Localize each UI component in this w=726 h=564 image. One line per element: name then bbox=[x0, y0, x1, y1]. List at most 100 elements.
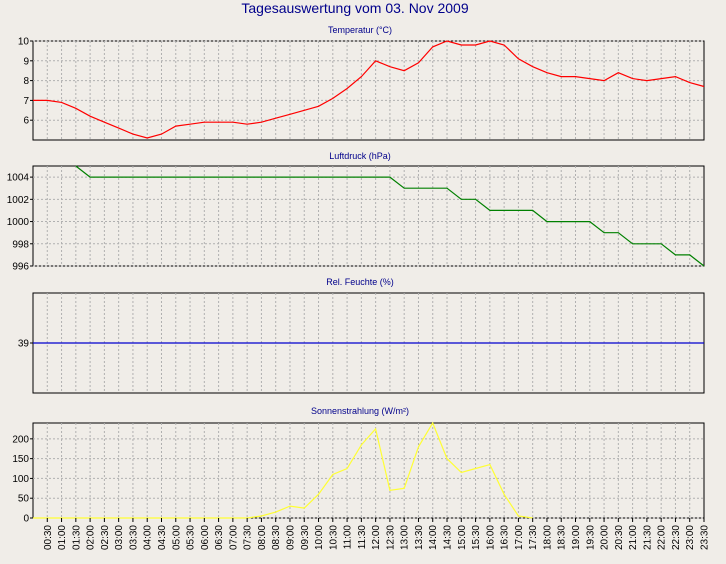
plot-frame bbox=[32, 165, 705, 267]
x-tick-label: 06:30 bbox=[214, 525, 225, 550]
data-point bbox=[417, 187, 419, 189]
data-point bbox=[132, 176, 134, 178]
data-point bbox=[417, 446, 419, 448]
data-point bbox=[117, 127, 119, 129]
x-tick-label: 03:00 bbox=[114, 525, 125, 550]
data-point bbox=[332, 97, 334, 99]
data-point bbox=[317, 105, 319, 107]
chart-panel-1: Temperatur (°C) 6 7 8 9 10 bbox=[18, 25, 705, 141]
x-tick-label: 08:00 bbox=[257, 525, 268, 550]
data-point bbox=[260, 515, 262, 517]
data-point bbox=[75, 107, 77, 109]
x-tick-label: 09:30 bbox=[300, 525, 311, 550]
data-point bbox=[260, 121, 262, 123]
x-tick-label: 20:30 bbox=[614, 525, 625, 550]
data-point bbox=[489, 40, 491, 42]
plot-frame bbox=[32, 40, 705, 141]
data-point bbox=[531, 66, 533, 68]
data-point bbox=[660, 77, 662, 79]
data-point bbox=[417, 62, 419, 64]
data-point bbox=[303, 507, 305, 509]
data-point bbox=[503, 493, 505, 495]
data-point bbox=[103, 121, 105, 123]
chart-panel-2: Luftdruck (hPa) 996 998 1000 1002 1004 bbox=[7, 151, 705, 273]
x-tick-label: 21:00 bbox=[628, 525, 639, 550]
data-point bbox=[603, 79, 605, 81]
data-point bbox=[217, 121, 219, 123]
data-point bbox=[703, 342, 705, 344]
data-point bbox=[89, 176, 91, 178]
data-point bbox=[631, 77, 633, 79]
data-point bbox=[703, 85, 705, 87]
data-point bbox=[132, 133, 134, 135]
x-tick-label: 04:30 bbox=[157, 525, 168, 550]
x-tick-label: 19:00 bbox=[571, 525, 582, 550]
y-tick-label: 100 bbox=[12, 474, 29, 485]
y-tick-label: 996 bbox=[12, 262, 29, 273]
data-point bbox=[160, 176, 162, 178]
x-tick-label: 23:00 bbox=[685, 525, 696, 550]
data-point bbox=[517, 515, 519, 517]
data-point bbox=[674, 254, 676, 256]
data-point bbox=[460, 471, 462, 473]
x-tick-label: 12:00 bbox=[371, 525, 382, 550]
x-tick-label: 05:30 bbox=[186, 525, 197, 550]
data-point bbox=[703, 265, 705, 267]
plot-frame bbox=[32, 422, 705, 519]
data-point bbox=[617, 231, 619, 233]
x-tick-label: 01:00 bbox=[57, 525, 68, 550]
y-tick-label: 50 bbox=[18, 494, 30, 505]
x-tick-label: 01:30 bbox=[71, 525, 82, 550]
data-point bbox=[689, 81, 691, 83]
x-tick-label: 10:30 bbox=[328, 525, 339, 550]
x-tick-label: 22:00 bbox=[657, 525, 668, 550]
data-point bbox=[474, 44, 476, 46]
x-tick-label: 07:00 bbox=[228, 525, 239, 550]
data-point bbox=[232, 176, 234, 178]
data-point bbox=[403, 487, 405, 489]
data-point bbox=[446, 187, 448, 189]
x-tick-label: 11:30 bbox=[357, 525, 368, 550]
series-line bbox=[33, 421, 533, 519]
data-point bbox=[517, 209, 519, 211]
data-point bbox=[46, 99, 48, 101]
data-point bbox=[203, 121, 205, 123]
data-point bbox=[560, 220, 562, 222]
chart-title: Luftdruck (hPa) bbox=[329, 151, 391, 161]
data-point bbox=[60, 101, 62, 103]
data-point bbox=[75, 165, 77, 167]
x-tick-label: 07:30 bbox=[243, 525, 254, 550]
x-tick-label: 15:30 bbox=[471, 525, 482, 550]
series-line bbox=[33, 40, 705, 139]
data-point bbox=[246, 123, 248, 125]
data-point bbox=[217, 176, 219, 178]
data-point bbox=[389, 489, 391, 491]
y-tick-label: 1004 bbox=[7, 173, 30, 184]
x-tick-label: 13:30 bbox=[414, 525, 425, 550]
data-point bbox=[617, 71, 619, 73]
x-tick-label: 08:30 bbox=[271, 525, 282, 550]
data-point bbox=[260, 176, 262, 178]
data-point bbox=[546, 220, 548, 222]
data-point bbox=[346, 176, 348, 178]
data-point bbox=[203, 176, 205, 178]
data-point bbox=[232, 121, 234, 123]
x-tick-label: 11:00 bbox=[343, 525, 354, 550]
data-point bbox=[646, 79, 648, 81]
data-point bbox=[32, 99, 34, 101]
data-point bbox=[660, 243, 662, 245]
data-point bbox=[175, 125, 177, 127]
x-tick-label: 16:00 bbox=[485, 525, 496, 550]
data-point bbox=[160, 133, 162, 135]
data-point bbox=[403, 70, 405, 72]
data-point bbox=[474, 467, 476, 469]
data-point bbox=[103, 176, 105, 178]
data-point bbox=[332, 176, 334, 178]
x-tick-label: 17:00 bbox=[514, 525, 525, 550]
x-tick-label: 03:30 bbox=[128, 525, 139, 550]
data-point bbox=[503, 44, 505, 46]
data-point bbox=[289, 505, 291, 507]
data-point bbox=[531, 209, 533, 211]
x-tick-label: 22:30 bbox=[671, 525, 682, 550]
